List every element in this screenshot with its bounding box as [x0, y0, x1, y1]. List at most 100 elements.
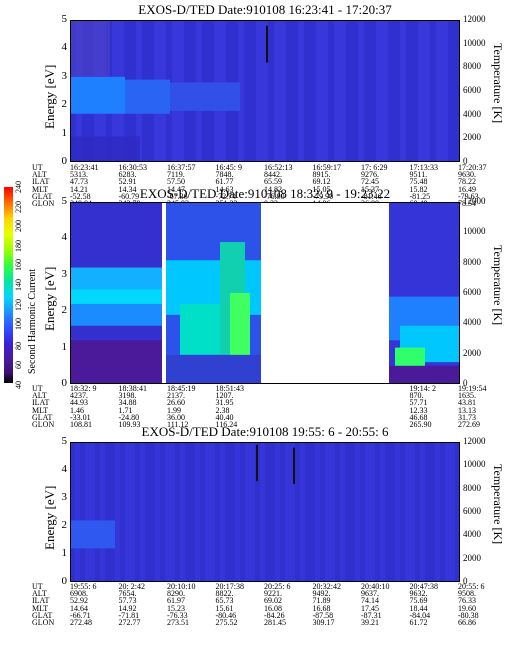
panel-title: EXOS-D/TED Date:910108 19:55: 6 - 20:55:…: [141, 424, 389, 439]
heatmap-cell: [260, 442, 265, 582]
table-cell: 272.48: [70, 617, 92, 627]
table-cell: 16:52:13: [264, 163, 293, 172]
heatmap-cell: [274, 20, 280, 162]
row-label: ALT: [32, 391, 47, 401]
heatmap-cell: [85, 442, 90, 582]
temperature-tick: 6000: [463, 85, 481, 95]
heatmap-cell: [70, 20, 110, 77]
temperature-tick: 0: [463, 378, 468, 388]
energy-tick: 2: [61, 98, 68, 111]
table-cell: 71.89: [312, 596, 331, 606]
heatmap-cell: [345, 442, 350, 582]
table-cell: 109.93: [118, 419, 141, 429]
table-cell: 69.12: [312, 177, 331, 187]
table-cell: 4237.: [70, 391, 88, 401]
heatmap-cell: [385, 442, 390, 582]
table-cell: 281.45: [264, 617, 286, 627]
energy-tick: 1: [61, 547, 68, 559]
table-cell: 78.22: [458, 177, 476, 187]
heatmap-cell: [365, 442, 370, 582]
energy-tick: 4: [61, 41, 68, 54]
heatmap-cell: [286, 20, 292, 162]
row-label: ILAT: [32, 177, 50, 187]
heatmap-cell: [250, 442, 255, 582]
heatmap-plot: [70, 442, 460, 582]
table-cell: 13.13: [458, 405, 476, 415]
heatmap-cell: [215, 442, 220, 582]
heatmap-cell: [220, 442, 225, 582]
table-cell: 1635.: [458, 391, 476, 401]
heatmap-cell: [395, 442, 400, 582]
energy-tick: 1: [61, 340, 68, 353]
table-cell: 14.82: [264, 184, 282, 194]
table-cell: 20: 2:42: [118, 582, 145, 591]
table-cell: 16.68: [312, 603, 331, 613]
heatmap-cell: [334, 20, 340, 162]
energy-tick: 4: [61, 463, 68, 475]
heatmap-cell: [70, 136, 140, 162]
temperature-tick: 10000: [463, 226, 486, 237]
table-cell: 20:17:38: [215, 582, 244, 591]
table-cell: 18:45:19: [167, 384, 196, 393]
heatmap-cell: [448, 20, 454, 162]
heatmap-cell: [295, 442, 300, 582]
temperature-tick: 2000: [463, 132, 481, 143]
heatmap-cell: [382, 20, 388, 162]
heatmap-cell: [388, 20, 394, 162]
heatmap-cell: [125, 79, 170, 114]
temperature-axis-label: Temperature [K]: [491, 464, 505, 545]
table-cell: 20:32:42: [312, 582, 341, 591]
heatmap-cell: [406, 20, 412, 162]
table-cell: 19.60: [458, 603, 476, 613]
heatmap-cell: [255, 442, 260, 582]
colorbar-gradient: [4, 187, 13, 383]
table-cell: -79.90: [312, 191, 334, 201]
table-cell: 9508.: [458, 589, 476, 599]
heatmap-cell: [250, 20, 256, 162]
table-cell: 78.54: [458, 198, 476, 208]
heatmap-cell: [185, 442, 190, 582]
heatmap-cell: [235, 442, 240, 582]
heatmap-cell: [70, 340, 162, 384]
temperature-tick: 2000: [463, 552, 481, 563]
temperature-tick: 4000: [463, 317, 481, 328]
row-label: ILAT: [32, 398, 50, 408]
heatmap-cell: [410, 442, 415, 582]
heatmap-cell: [120, 442, 125, 582]
plot-frame: [70, 20, 460, 162]
heatmap-cell: [430, 442, 435, 582]
table-cell: 16:59:17: [312, 163, 341, 172]
table-cell: 18:32: 9: [70, 384, 97, 393]
table-cell: 19:55: 6: [70, 582, 97, 591]
table-cell: 6908.: [70, 589, 88, 599]
heatmap-cell: [340, 20, 346, 162]
colorbar-tick: 220: [14, 200, 23, 213]
energy-axis-label: Energy [eV]: [42, 266, 57, 331]
temperature-axis-label: Temperature [K]: [491, 245, 505, 326]
table-cell: 108.81: [70, 419, 92, 429]
temperature-axis-label: Temperature [K]: [491, 43, 505, 124]
heatmap-cell: [70, 520, 115, 549]
energy-tick: 3: [61, 267, 68, 280]
heatmap-cell: [352, 20, 358, 162]
heatmap-cell: [322, 20, 328, 162]
row-label: GLON: [32, 419, 55, 429]
table-cell: 14.34: [118, 184, 137, 194]
heatmap-cell: [370, 442, 375, 582]
heatmap-plot: [70, 202, 460, 384]
heatmap-cell: [435, 442, 440, 582]
table-cell: -60.79: [118, 191, 140, 201]
table-cell: 36.00: [167, 412, 185, 422]
table-cell: -72.74: [215, 191, 237, 201]
heatmap-cell: [346, 20, 352, 162]
temperature-tick: 0: [463, 156, 468, 166]
table-cell: 8290.: [167, 589, 185, 599]
heatmap-cell: [130, 442, 135, 582]
table-cell: 18.44: [409, 603, 428, 613]
table-cell: 26.60: [167, 398, 185, 408]
heatmap-cell: [412, 20, 418, 162]
table-cell: 273.51: [167, 617, 189, 627]
heatmap-cell: [330, 442, 335, 582]
heatmap-cell: [405, 442, 410, 582]
table-cell: 7654.: [118, 589, 137, 599]
